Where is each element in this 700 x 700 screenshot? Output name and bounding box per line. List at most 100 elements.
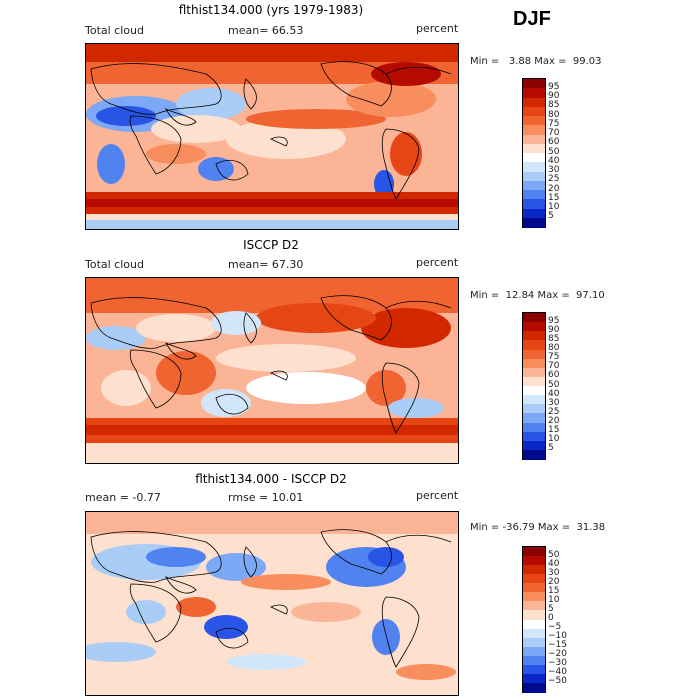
colorbar-tick-label: 20	[548, 416, 560, 426]
colorbar-tick-label: 95	[548, 315, 560, 326]
colorbar-segment	[523, 180, 545, 191]
colorbar-tick-label: 80	[548, 109, 560, 120]
colorbar	[522, 546, 546, 693]
mean-label: mean= 66.53	[228, 24, 304, 37]
colorbar-tick-label: 15	[548, 192, 560, 203]
colorbar-segment	[523, 217, 545, 228]
colorbar-segment	[523, 637, 545, 648]
colorbar-segment	[523, 313, 545, 323]
colorbar-tick-label: 10	[548, 434, 560, 445]
colorbar-tick-label: 15	[548, 585, 560, 596]
colorbar-segment	[523, 547, 545, 557]
min-max-label: Min = 3.88 Max = 99.03	[470, 56, 602, 67]
colorbar-segment	[523, 88, 545, 98]
colorbar-segment	[523, 404, 545, 414]
colorbar-tick-label: 20	[548, 183, 560, 194]
colorbar-tick-label: 70	[548, 361, 560, 372]
colorbar-segment	[523, 349, 545, 360]
colorbar-tick-label: 75	[548, 118, 560, 129]
colorbar-segment	[523, 664, 545, 675]
colorbar-tick-label: 5	[548, 603, 554, 614]
colorbar-segment	[523, 592, 545, 602]
colorbar-tick-label: 20	[548, 576, 560, 587]
colorbar-tick-label: 40	[548, 388, 560, 399]
colorbar-segment	[523, 162, 545, 172]
units-label: percent	[416, 256, 459, 269]
colorbar-segment	[523, 386, 545, 396]
colorbar-labels: 50 40 30 20 15 10 5 0 −5 −10 −15 −20 −30…	[548, 546, 578, 691]
colorbar-tick-label: −15	[548, 640, 567, 651]
min-max-label: Min = -36.79 Max = 31.38	[470, 522, 606, 533]
colorbar-tick-label: 30	[548, 165, 560, 175]
colorbar-segment	[523, 358, 545, 369]
colorbar-tick-label: 50	[548, 379, 560, 390]
colorbar-tick-label: −10	[548, 631, 567, 642]
mean-label: mean = -0.77	[85, 491, 161, 504]
colorbar-segment	[523, 143, 545, 154]
colorbar-tick-label: 10	[548, 202, 560, 212]
colorbar-tick-label: 25	[548, 174, 560, 185]
colorbar-segment	[523, 682, 545, 693]
map-field	[86, 278, 458, 463]
colorbar-tick-label: 95	[548, 81, 560, 92]
colorbar-tick-label: 30	[548, 397, 560, 408]
colorbar-tick-label: −5	[548, 622, 562, 633]
colorbar-tick-label: 50	[548, 549, 560, 560]
colorbar-tick-label: 5	[548, 443, 554, 454]
colorbar-segment	[523, 628, 545, 639]
colorbar-tick-label: −50	[548, 676, 567, 687]
panel-title: flthist134.000 - ISCCP D2	[195, 472, 347, 486]
units-label: percent	[416, 489, 459, 502]
colorbar-segment	[523, 376, 545, 387]
colorbar-segment	[523, 171, 545, 182]
variable-label: Total cloud	[85, 24, 144, 37]
cloud-map	[85, 43, 459, 230]
colorbar-segment	[523, 583, 545, 593]
colorbar-tick-label: 40	[548, 558, 560, 569]
colorbar-tick-label: −20	[548, 649, 567, 660]
colorbar-labels: 95 90 85 80 75 70 60 50 40 30 25 20 15 1…	[548, 312, 578, 458]
colorbar-segment	[523, 199, 545, 209]
colorbar-segment	[523, 413, 545, 423]
colorbar-segment	[523, 610, 545, 620]
season-label: DJF	[513, 8, 551, 30]
colorbar-tick-label: 90	[548, 324, 560, 335]
colorbar-segment	[523, 655, 545, 666]
colorbar-segment	[523, 646, 545, 657]
colorbar-tick-label: 5	[548, 211, 554, 222]
colorbar	[522, 312, 546, 460]
colorbar-tick-label: 25	[548, 406, 560, 417]
colorbar	[522, 78, 546, 228]
units-label: percent	[416, 22, 459, 35]
colorbar-segment	[523, 79, 545, 89]
colorbar-segment	[523, 673, 545, 684]
colorbar-segment	[523, 322, 545, 332]
colorbar-tick-label: 60	[548, 370, 560, 381]
colorbar-tick-label: 0	[548, 613, 554, 623]
colorbar-tick-label: 15	[548, 425, 560, 436]
colorbar-tick-label: 10	[548, 594, 560, 605]
min-max-label: Min = 12.84 Max = 97.10	[470, 290, 605, 301]
colorbar-segment	[523, 125, 545, 135]
colorbar-tick-label: 90	[548, 91, 560, 101]
colorbar-segment	[523, 153, 545, 163]
colorbar-segment	[523, 134, 545, 145]
colorbar-segment	[523, 449, 545, 460]
colorbar-segment	[523, 556, 545, 566]
cloud-map	[85, 277, 459, 464]
panel-title: flthist134.000 (yrs 1979-1983)	[178, 3, 364, 17]
colorbar-tick-label: 30	[548, 567, 560, 578]
panel-title: ISCCP D2	[243, 238, 299, 252]
variable-label: Total cloud	[85, 258, 144, 271]
colorbar-tick-label: 70	[548, 128, 560, 138]
colorbar-segment	[523, 208, 545, 219]
colorbar-tick-label: 50	[548, 146, 560, 157]
colorbar-segment	[523, 367, 545, 378]
colorbar-tick-label: 80	[548, 343, 560, 353]
colorbar-tick-label: 60	[548, 137, 560, 148]
colorbar-labels: 95 90 85 80 75 70 60 50 40 30 25 20 15 1…	[548, 78, 578, 226]
colorbar-segment	[523, 116, 545, 126]
colorbar-segment	[523, 431, 545, 442]
map-field	[86, 44, 458, 229]
colorbar-segment	[523, 440, 545, 451]
